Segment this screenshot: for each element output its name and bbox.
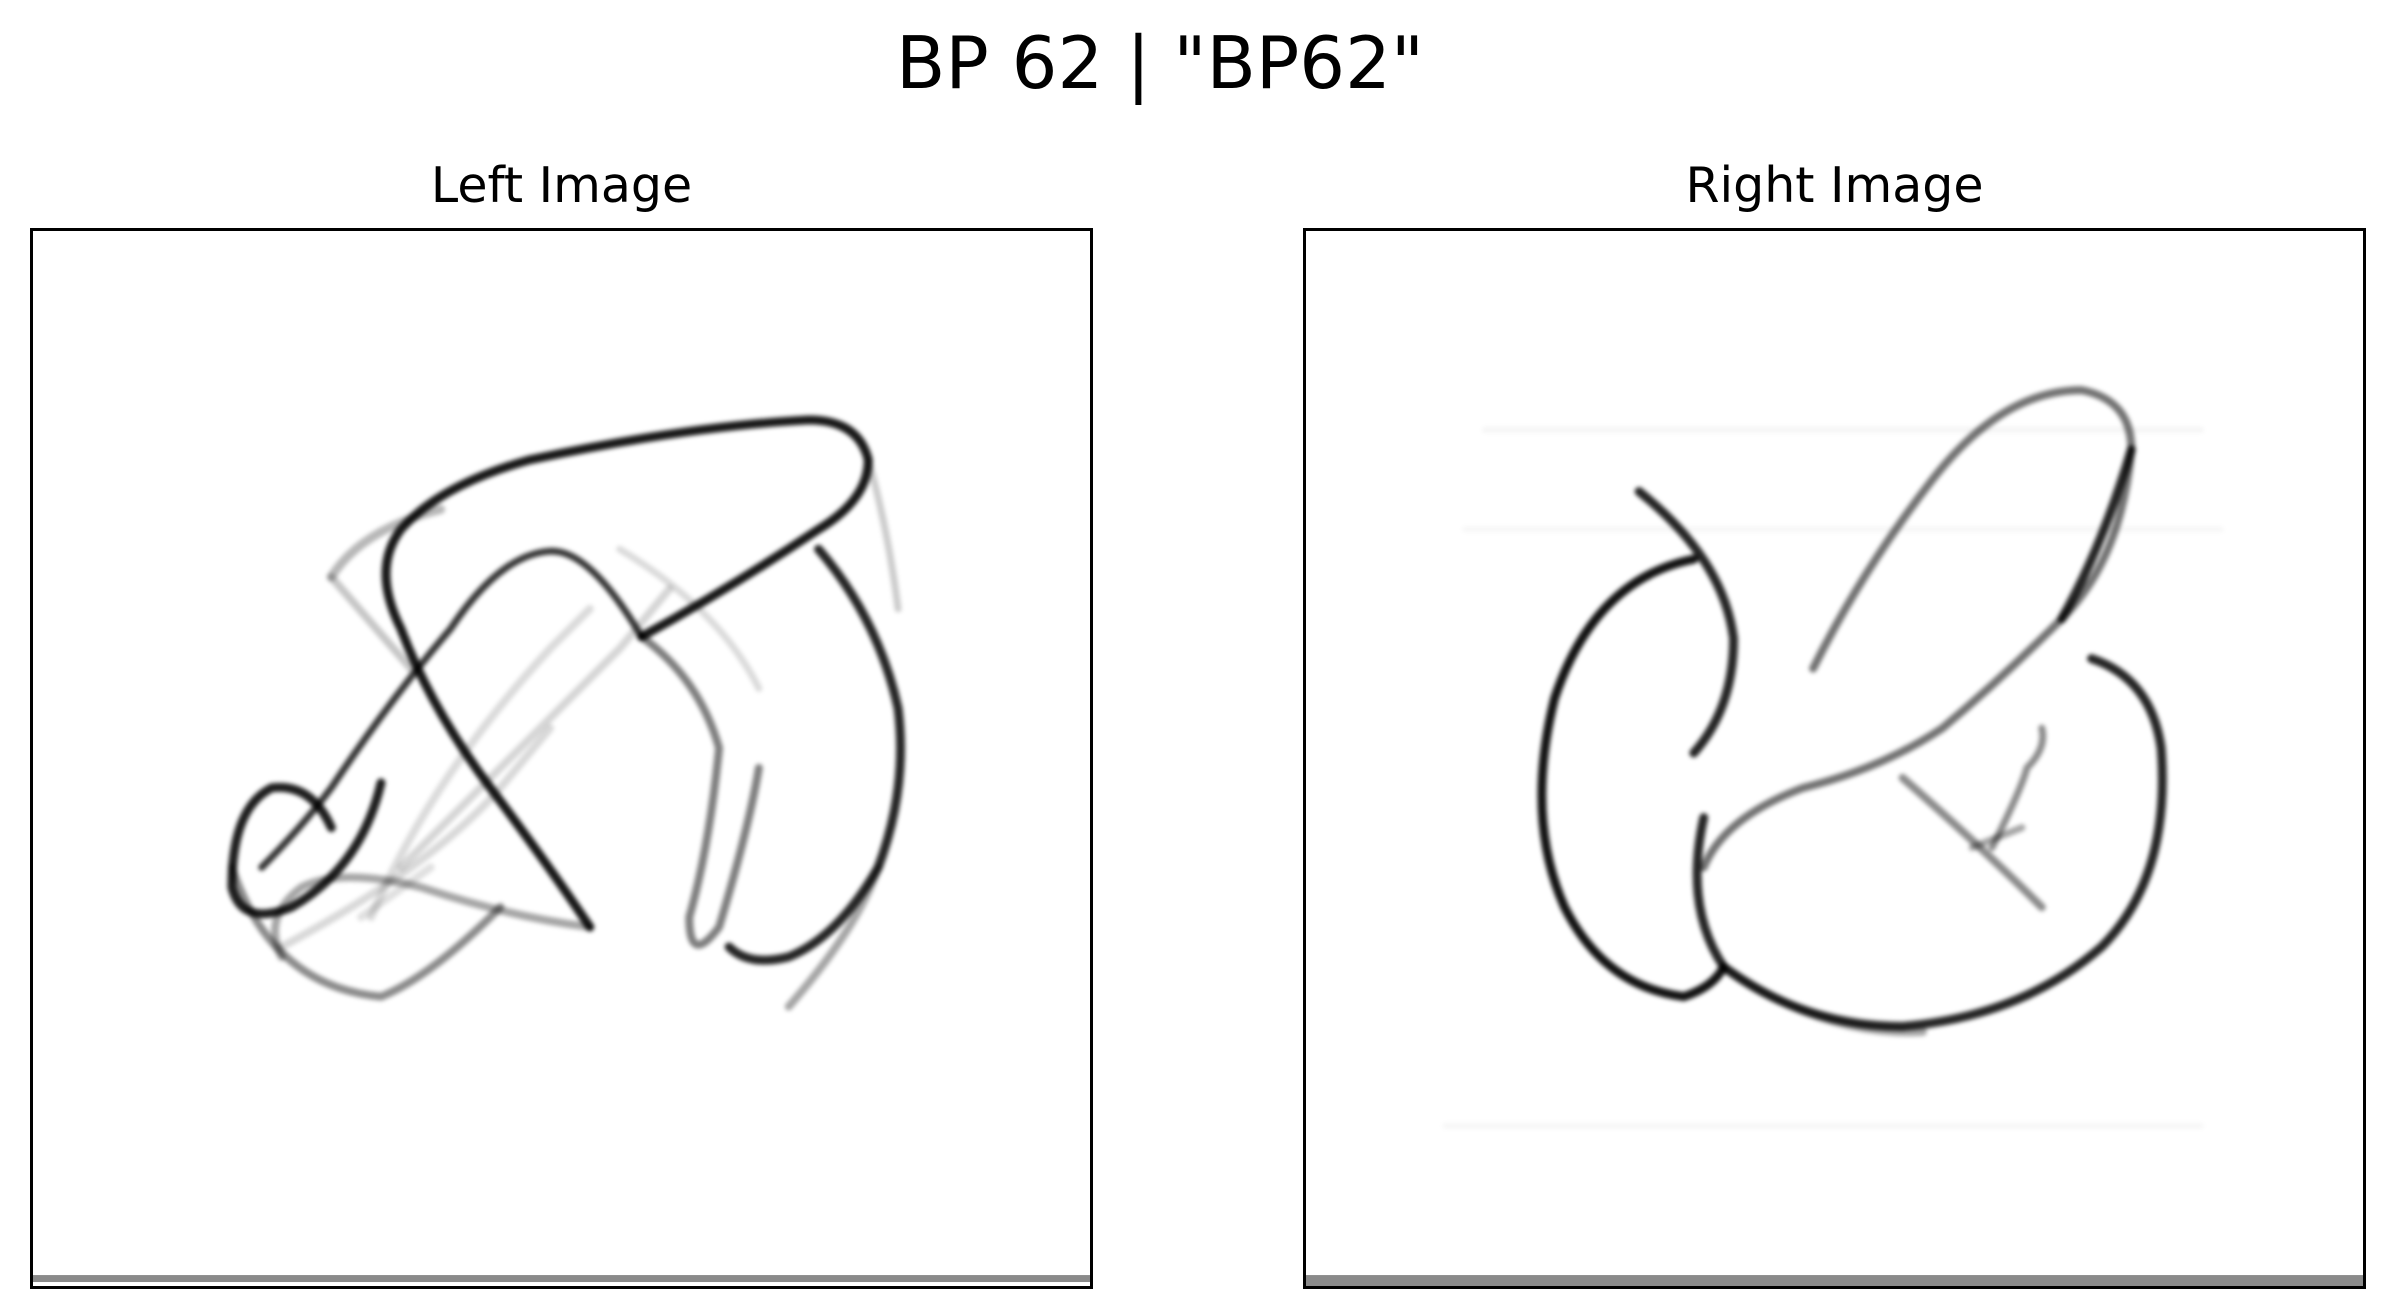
left-panel-title: Left Image bbox=[430, 157, 693, 214]
right-bottom-strip bbox=[1306, 1275, 2363, 1286]
right-panel-title: Right Image bbox=[1685, 157, 1984, 214]
right-image-panel bbox=[1303, 228, 2366, 1289]
right-stroke-drawing bbox=[1306, 386, 2363, 1286]
figure-title: BP 62 | "BP62" bbox=[895, 21, 1424, 105]
left-bottom-strip bbox=[33, 1275, 1090, 1283]
left-image-panel bbox=[30, 228, 1093, 1289]
left-stroke-drawing bbox=[33, 415, 1090, 1283]
